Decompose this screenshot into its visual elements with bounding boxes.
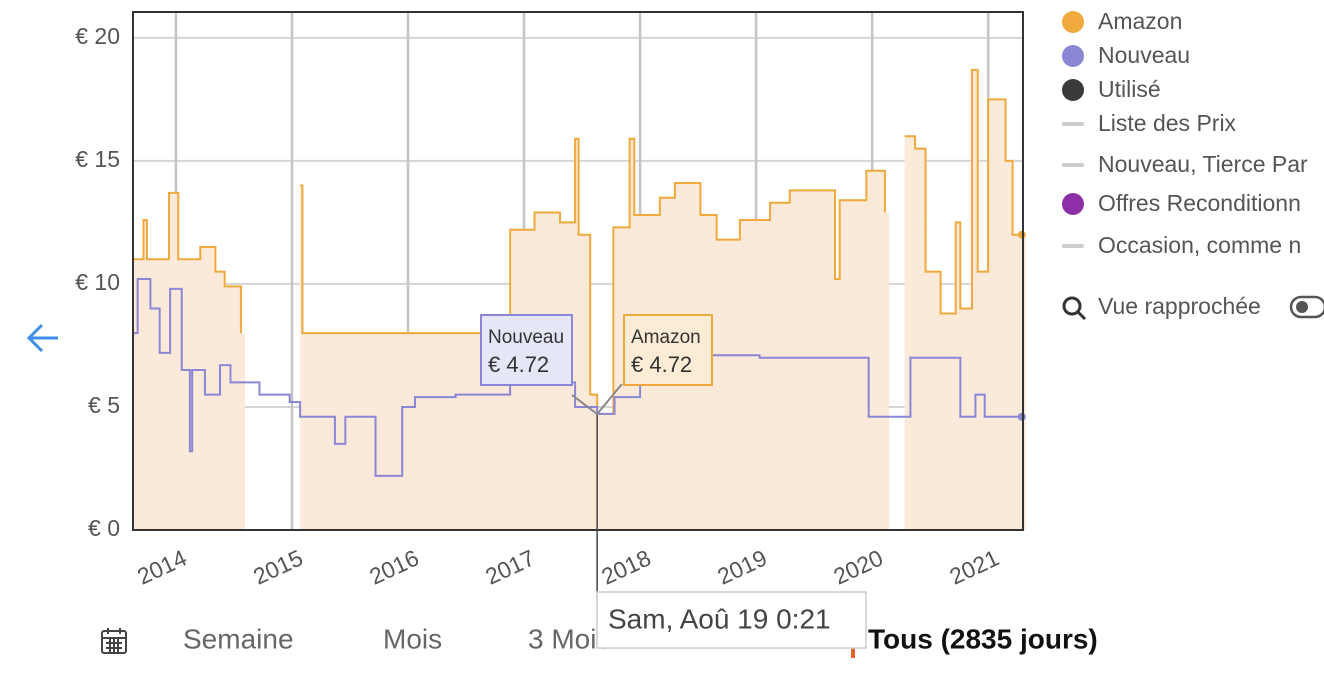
x-tick-label: 2015 — [249, 544, 306, 589]
legend-label: Liste des Prix — [1098, 110, 1237, 136]
legend-swatch — [1062, 122, 1084, 126]
x-tick-label: 2014 — [133, 544, 191, 589]
series-line — [133, 277, 1022, 477]
date-tooltip-box — [596, 591, 867, 649]
tooltip-name: Nouveau — [488, 327, 564, 348]
tooltip-pointer — [571, 383, 623, 416]
x-tick-label: 2018 — [597, 544, 654, 589]
tooltip-value: € 4.72 — [488, 352, 549, 377]
legend: Amazon Nouveau Utilisé Liste des Prix Nouvea… — [1062, 8, 1308, 258]
series-line — [133, 68, 1022, 415]
range-button-active[interactable]: Tous (2835 jours) — [868, 623, 1098, 654]
legend-swatch — [1062, 193, 1084, 215]
back-arrow[interactable] — [26, 323, 58, 353]
legend-label: Utilisé — [1098, 76, 1161, 102]
y-tick-label: € 0 — [88, 515, 120, 541]
legend-swatch — [1062, 79, 1084, 101]
legend-label: Amazon — [1098, 8, 1182, 34]
area — [904, 69, 1026, 530]
tooltip-value: € 4.72 — [631, 352, 692, 377]
x-tick-label: 2017 — [481, 544, 538, 589]
end-point — [1017, 412, 1026, 421]
x-tick-label: 2016 — [365, 544, 422, 589]
legend-swatch — [1062, 244, 1084, 248]
legend-label: Offres Reconditionn — [1098, 190, 1301, 216]
y-tick-label: € 15 — [75, 146, 120, 172]
tooltip-box — [480, 314, 573, 386]
zoom-label: Vue rapprochée — [1098, 293, 1261, 319]
tooltips: Nouveau € 4.72 Amazon € 4.72 Sam, Aoû 19 0:2… — [480, 314, 867, 649]
plot-frame — [132, 11, 1024, 531]
legend-swatch — [1062, 11, 1084, 33]
x-tick-label: 2021 — [946, 544, 1003, 589]
active-marker — [851, 640, 855, 658]
y-tick-label: € 10 — [75, 269, 120, 295]
x-tick-label: 2019 — [713, 544, 770, 589]
range-button[interactable]: Semaine — [183, 623, 294, 654]
y-tick-label: € 20 — [75, 23, 120, 49]
legend-label: Nouveau, Tierce Par — [1098, 151, 1308, 177]
zoom-toggle[interactable]: Vue rapprochée — [1062, 293, 1324, 321]
area — [300, 138, 889, 530]
tooltip-box — [623, 314, 713, 386]
legend-swatch — [1062, 45, 1084, 67]
date-tooltip: Sam, Aoû 19 0:21 — [608, 603, 831, 634]
legend-label: Occasion, comme n — [1098, 232, 1301, 258]
area — [133, 192, 245, 530]
tooltip-name: Amazon — [631, 327, 701, 348]
x-tick-label: 2020 — [829, 544, 886, 589]
plot: € 0 € 5 € 10 € 15 € 20 2014 2015 2016 2017 2018 20… — [75, 11, 1026, 590]
y-tick-label: € 5 — [88, 392, 120, 418]
end-point — [1017, 230, 1026, 239]
legend-swatch — [1062, 163, 1084, 167]
range-button[interactable]: Mois — [383, 623, 442, 654]
legend-label: Nouveau — [1098, 42, 1190, 68]
calendar-icon[interactable] — [101, 628, 127, 654]
